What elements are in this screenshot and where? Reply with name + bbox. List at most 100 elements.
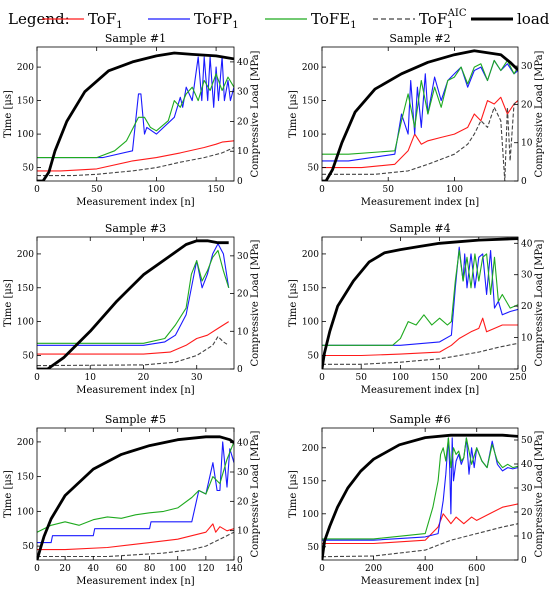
y2-tick-label: 0 [237, 177, 243, 187]
y2-tick-label: 30 [237, 468, 249, 478]
y2-tick-label: 40 [237, 439, 249, 449]
x-tick-label: 0 [319, 185, 325, 195]
plot-frame [321, 46, 519, 182]
plot-area [322, 237, 518, 369]
chart-3: Sample #3 0 10 20 30 50 100 150 200 0 10 20 30 Measur… [3, 222, 261, 396]
legend-entry-tofp: ToFP1 [194, 10, 239, 31]
series-line-load [322, 237, 518, 369]
y2-tick-label: 10 [237, 527, 249, 537]
plot-frame [36, 46, 235, 182]
series-line-load [37, 51, 234, 181]
y2-axis-label: Compressive Load [MPa] [250, 50, 261, 177]
chart-6: Sample #6 0 200 400 600 50 100 150 200 0 10 20 30 40 5… [288, 413, 545, 587]
series-line-aic [37, 146, 234, 177]
x-tick-label: 400 [417, 564, 434, 574]
y2-tick-label: 20 [237, 117, 249, 127]
y-tick-label: 50 [23, 164, 35, 174]
legend-label: Legend: [8, 10, 70, 28]
y-tick-label: 50 [308, 543, 320, 553]
x-tick-label: 200 [365, 564, 382, 574]
y-tick-label: 100 [17, 507, 34, 517]
plot-frame [321, 236, 519, 370]
y2-tick-label: 20 [521, 100, 533, 110]
y-tick-label: 150 [17, 284, 34, 294]
series-line-tof [322, 503, 518, 545]
y-tick-label: 150 [302, 477, 319, 487]
y-tick-label: 100 [302, 130, 319, 140]
y-axis-label: Time [μs] [3, 470, 14, 518]
x-tick-label: 0 [319, 564, 325, 574]
x-tick-label: 0 [34, 373, 40, 383]
y2-tick-label: 10 [521, 139, 533, 149]
plot-frame [36, 427, 235, 561]
y-axis-label: Time [μs] [288, 279, 299, 327]
y2-tick-label: 30 [521, 484, 533, 494]
plot-frame [321, 427, 519, 561]
x-tick-label: 40 [88, 564, 100, 574]
legend-entry-tof: ToF1 [88, 10, 123, 31]
x-tick-label: 120 [197, 564, 214, 574]
y-tick-label: 100 [17, 318, 34, 328]
x-tick-label: 100 [446, 185, 463, 195]
x-tick-label: 250 [509, 373, 526, 383]
series-line-aic [322, 342, 518, 365]
y2-axis-label: Compressive Load [MPa] [250, 239, 261, 366]
x-axis-label: Measurement index [n] [76, 197, 195, 208]
x-tick-label: 50 [355, 373, 367, 383]
x-tick-label: 20 [138, 373, 150, 383]
y-tick-label: 200 [302, 444, 319, 454]
y-tick-label: 200 [17, 438, 34, 448]
legend: Legend: ToF1 ToFP1 ToFE1 ToF1AIC load [8, 8, 550, 31]
series-line-tofp [37, 56, 234, 159]
x-tick-label: 200 [470, 373, 487, 383]
y2-tick-label: 20 [237, 290, 249, 300]
series-line-tofp [322, 437, 518, 541]
y2-tick-label: 30 [237, 252, 249, 262]
y2-tick-label: 0 [521, 365, 527, 375]
x-tick-label: 140 [225, 564, 242, 574]
x-tick-label: 60 [116, 564, 128, 574]
y2-axis-label: Compressive Load [MPa] [534, 430, 545, 557]
x-tick-label: 150 [431, 373, 448, 383]
plot-area [37, 239, 230, 369]
x-tick-label: 0 [34, 564, 40, 574]
x-tick-label: 100 [148, 185, 165, 195]
series-line-tof [322, 317, 518, 357]
y-tick-label: 100 [302, 510, 319, 520]
series-line-load [322, 49, 518, 181]
y2-tick-label: 20 [237, 497, 249, 507]
series-line-tof [322, 96, 518, 169]
y-tick-label: 100 [302, 318, 319, 328]
y2-tick-label: 50 [521, 436, 533, 446]
chart-title: Sample #6 [389, 413, 450, 426]
y2-axis-label: Compressive Load [MPa] [534, 239, 545, 366]
series-line-tofe [322, 59, 518, 155]
series-line-tof [37, 523, 234, 551]
x-tick-label: 100 [392, 373, 409, 383]
x-tick-label: 0 [319, 373, 325, 383]
y2-tick-label: 20 [521, 508, 533, 518]
x-axis-label: Measurement index [n] [76, 576, 195, 587]
y-tick-label: 50 [308, 164, 320, 174]
y-tick-label: 200 [17, 63, 34, 73]
series-line-tof [37, 140, 234, 172]
y-tick-label: 50 [23, 542, 35, 552]
y-axis-label: Time [μs] [3, 90, 14, 138]
x-tick-label: 600 [468, 564, 485, 574]
x-tick-label: 50 [91, 185, 103, 195]
legend-entry-aic: ToF1AIC [419, 8, 467, 31]
series-line-tofe [37, 73, 234, 159]
y-tick-label: 50 [308, 351, 320, 361]
y-tick-label: 150 [17, 97, 34, 107]
x-axis-label: Measurement index [n] [361, 385, 480, 396]
series-line-load [322, 433, 518, 560]
x-tick-label: 80 [144, 564, 156, 574]
plot-area [37, 435, 234, 560]
plot-area [322, 433, 518, 560]
y2-tick-label: 20 [521, 302, 533, 312]
chart-4: Sample #4 0 50 100 150 200 250 50 100 150 200 0 10 20… [288, 222, 545, 396]
y-tick-label: 150 [302, 97, 319, 107]
y-tick-label: 150 [302, 284, 319, 294]
series-line-tofp [37, 243, 230, 346]
